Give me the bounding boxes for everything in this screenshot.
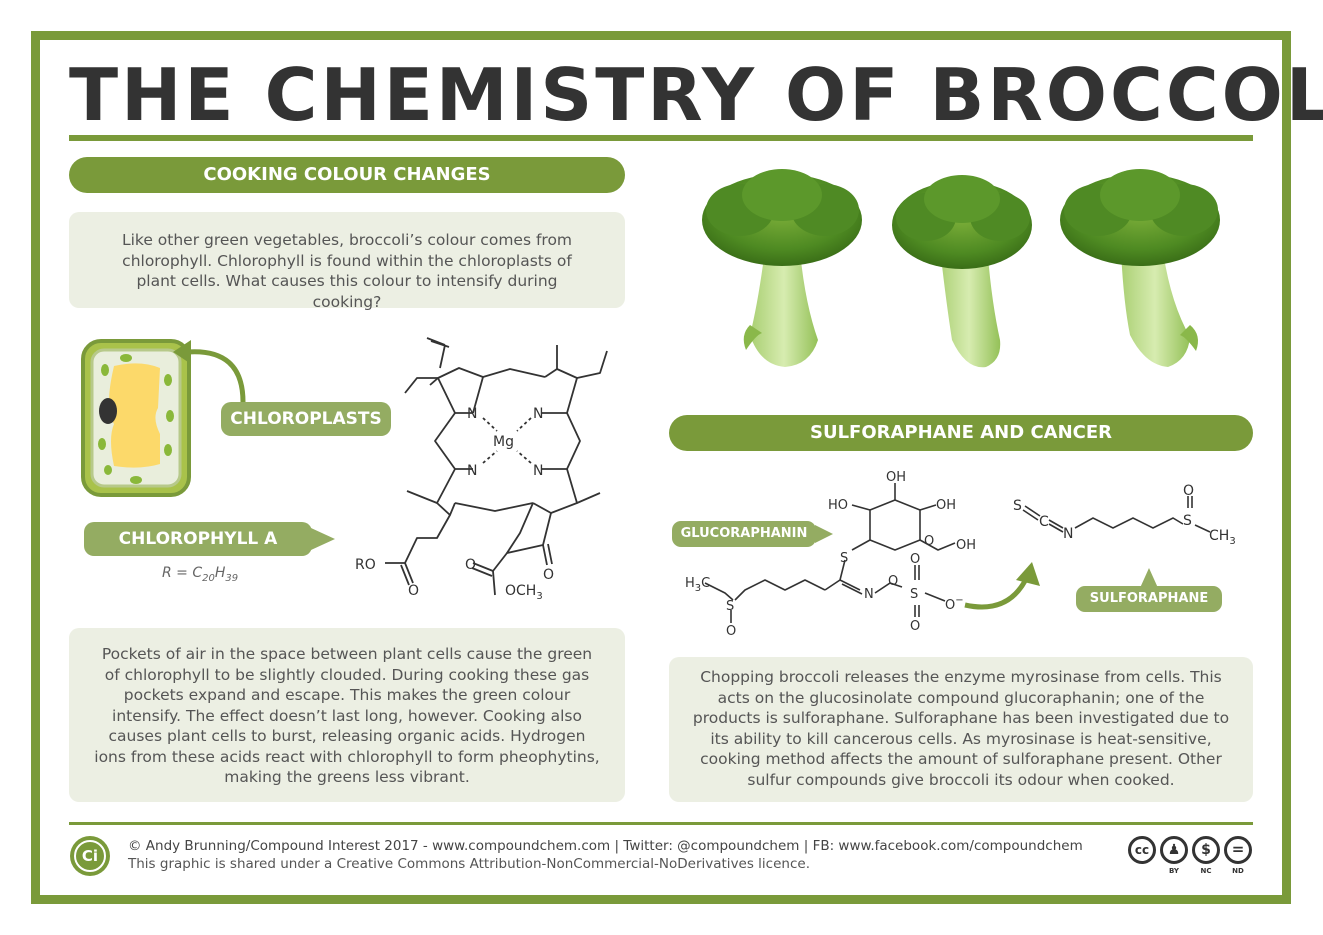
chloroplast-pointer-arrow bbox=[173, 340, 246, 403]
ro-group: RO bbox=[355, 557, 376, 573]
tag-pointer bbox=[815, 525, 833, 543]
sulforaphane-structure: S C N O S CH3 bbox=[1013, 483, 1236, 547]
oxygen-atom: O bbox=[726, 624, 736, 635]
cooking-explanation-text: Pockets of air in the space between plan… bbox=[69, 628, 625, 802]
sulforaphane-explanation-text: Chopping broccoli releases the enzyme my… bbox=[669, 657, 1253, 802]
footer-divider bbox=[69, 822, 1253, 825]
broccoli-middle bbox=[892, 175, 1032, 368]
compound-interest-logo: Ci bbox=[70, 836, 110, 876]
magnesium-atom: Mg bbox=[493, 434, 514, 450]
noncommercial-icon: $ bbox=[1192, 836, 1220, 864]
footer-credit: © Andy Brunning/Compound Interest 2017 -… bbox=[128, 838, 1083, 854]
plant-cell-illustration bbox=[81, 339, 191, 497]
broccoli-left bbox=[702, 169, 862, 367]
hydroxyl-group: OH bbox=[886, 470, 906, 485]
nitrogen-atom: N bbox=[467, 463, 477, 479]
nitrogen-atom: N bbox=[533, 463, 543, 479]
nitrogen-atom: N bbox=[467, 406, 477, 422]
oxygen-atom: O bbox=[408, 583, 419, 599]
sulfur-atom: S bbox=[840, 551, 848, 566]
chloroplast bbox=[166, 410, 174, 422]
sulfur-atom: S bbox=[1013, 498, 1022, 514]
nitrogen-atom: N bbox=[533, 406, 543, 422]
chloroplast bbox=[120, 354, 132, 362]
page-title: THE CHEMISTRY OF BROCCOLI bbox=[69, 53, 1323, 137]
cooking-section-header: COOKING COLOUR CHANGES bbox=[69, 157, 625, 193]
oxygen-anion: O− bbox=[945, 595, 964, 613]
glucoraphanin-structure: OH HO OH OH O S N O S O O O− H3C S O bbox=[685, 470, 976, 635]
oxygen-atom: O bbox=[465, 557, 476, 573]
glucoraphanin-label: GLUCORAPHANIN bbox=[672, 521, 816, 547]
chloroplast bbox=[101, 364, 109, 376]
chloroplast bbox=[164, 374, 172, 386]
methyl-group: H3C bbox=[685, 576, 710, 594]
hydroxyl-group: OH bbox=[936, 498, 956, 513]
cooking-intro-text: Like other green vegetables, broccoli’s … bbox=[69, 212, 625, 311]
hydroxyl-group: OH bbox=[956, 538, 976, 553]
oxygen-atom: O bbox=[1183, 483, 1194, 499]
methoxy-group: OCH3 bbox=[505, 583, 543, 602]
carbon-atom: C bbox=[1039, 514, 1049, 530]
ring-oxygen: O bbox=[924, 534, 934, 549]
callout-pointer bbox=[311, 528, 335, 550]
by-caption: BY bbox=[1168, 867, 1180, 875]
chlorophyll-a-structure: N N N N Mg RO O O O OCH3 bbox=[355, 337, 608, 602]
broccoli-illustrations bbox=[702, 169, 1220, 368]
oxygen-atom: O bbox=[910, 552, 920, 567]
cc-licence-badges: cc ♟ $ = BY NC ND bbox=[1126, 836, 1256, 878]
sulforaphane-section-header: SULFORAPHANE AND CANCER bbox=[669, 415, 1253, 451]
oxygen-atom: O bbox=[910, 619, 920, 634]
nc-caption: NC bbox=[1200, 867, 1212, 875]
sulforaphane-label: SULFORAPHANE bbox=[1076, 586, 1222, 612]
chlorophyll-a-label: CHLOROPHYLL A bbox=[84, 522, 312, 556]
hydroxyl-group: HO bbox=[828, 498, 848, 513]
chloroplast bbox=[130, 476, 142, 484]
nitrogen-atom: N bbox=[864, 587, 874, 602]
oxygen-atom: O bbox=[543, 567, 554, 583]
sulfur-atom: S bbox=[910, 587, 918, 602]
nd-caption: ND bbox=[1232, 867, 1244, 875]
cc-icon: cc bbox=[1128, 836, 1156, 864]
noderivatives-icon: = bbox=[1224, 836, 1252, 864]
broccoli-right bbox=[1060, 169, 1220, 367]
nitrogen-atom: N bbox=[1063, 526, 1073, 542]
methyl-group: CH3 bbox=[1209, 528, 1236, 547]
title-divider bbox=[69, 135, 1253, 141]
footer-licence: This graphic is shared under a Creative … bbox=[128, 856, 810, 872]
tag-pointer bbox=[1140, 568, 1158, 588]
sulfur-atom: S bbox=[726, 599, 734, 614]
sulfur-atom: S bbox=[1183, 513, 1192, 529]
chloroplast bbox=[98, 438, 106, 450]
reaction-arrow bbox=[964, 562, 1040, 610]
chloroplast bbox=[104, 465, 112, 475]
chloroplasts-label: CHLOROPLASTS bbox=[221, 402, 391, 436]
oxygen-atom: O bbox=[888, 574, 898, 589]
r-group-note: R = C20H39 bbox=[162, 565, 239, 584]
attribution-icon: ♟ bbox=[1160, 836, 1188, 864]
chloroplast bbox=[164, 444, 172, 456]
